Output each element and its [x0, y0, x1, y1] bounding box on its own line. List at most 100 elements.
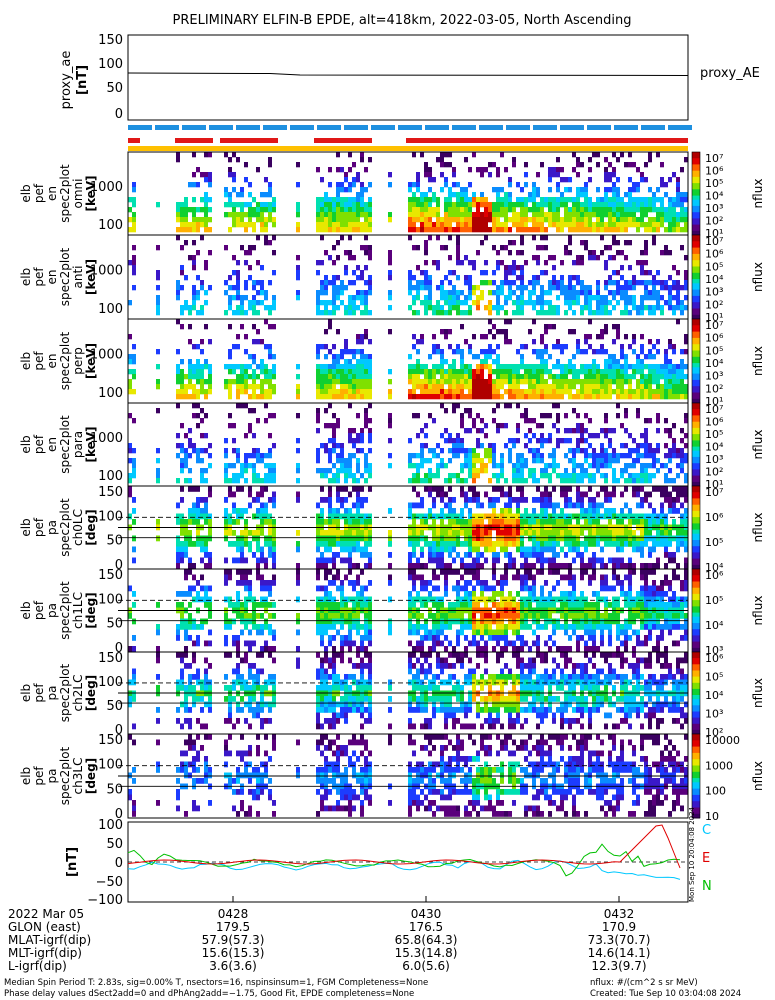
colorbar-tick: 10⁷ [705, 486, 723, 499]
energy-ytick: 1000 [90, 263, 123, 278]
colorbar-tick: 10000 [705, 734, 740, 747]
panel-ylabel-line: omni [71, 179, 85, 209]
field-ytick-0: 100 [98, 818, 123, 833]
colorbar-tick: 10⁶ [705, 652, 724, 665]
energy-ytick: 100 [98, 302, 123, 317]
panel-ylabel-line: pef [32, 517, 46, 537]
pitch-ytick: 0 [115, 558, 123, 573]
side-stamp: Mon Sep 10 20:04:08 2024 [688, 806, 696, 902]
indicator-red-segment [314, 138, 372, 143]
footer-line2-left: Phase delay values dSect2add=0 and dPhAn… [4, 989, 414, 999]
proxy-ae-ylabel-1: [nT] [75, 65, 90, 95]
panel-ylabel-line: spec2plot [58, 415, 72, 474]
energy-ytick: 100 [98, 218, 123, 233]
colorbar-label: nflux [751, 678, 765, 708]
panel-ylabel-line: [deg] [84, 592, 98, 628]
panel-ylabel-line: [deg] [84, 675, 98, 711]
colorbar-tick: 10² [705, 215, 723, 228]
colorbar-tick: 10² [705, 382, 723, 395]
colorbar-tick: 10³ [705, 286, 723, 299]
orbit-value: 15.6(15.3) [202, 946, 265, 960]
indicator-blue-segment [182, 125, 206, 130]
pitch-ytick: 0 [115, 807, 123, 822]
field-ytick-1: 50 [106, 837, 123, 852]
indicator-blue-segment [614, 125, 638, 130]
orbit-value: 15.3(14.8) [395, 946, 458, 960]
pitch-ytick: 150 [98, 651, 123, 666]
panel-ylabel-line: pef [32, 683, 46, 703]
panel-ylabel-line: spec2plot [58, 164, 72, 223]
panel-ylabel-line: spec2plot [58, 331, 72, 390]
indicator-blue-segment [155, 125, 179, 130]
indicator-blue-segment [506, 125, 530, 130]
panel-ylabel-line: spec2plot [58, 581, 72, 640]
panel-ylabel-line: pef [32, 600, 46, 620]
orbit-value: 73.3(70.7) [588, 933, 651, 947]
pitch-ytick: 0 [115, 723, 123, 738]
panel-ylabel-line: pef [32, 434, 46, 454]
panel-ylabel-line: en [45, 186, 59, 201]
colorbar-label: nflux [751, 513, 765, 543]
proxy-ae-ylabel-0: proxy_ae [59, 51, 74, 110]
indicator-blue-segment [668, 125, 692, 130]
colorbar-label: nflux [751, 346, 765, 376]
panel-ylabel-line: pef [32, 267, 46, 287]
panel-ylabel-line: pef [32, 766, 46, 786]
colorbar-tick: 10⁵ [705, 536, 723, 549]
colorbar-tick: 10¹ [705, 478, 723, 491]
orbit-value: 65.8(64.3) [395, 933, 458, 947]
pitch-ytick: 100 [98, 592, 123, 607]
indicator-blue-segment [236, 125, 260, 130]
panel-ylabel-line: en [45, 437, 59, 452]
orbit-value: 12.3(9.7) [591, 959, 646, 973]
colorbar-label: nflux [751, 430, 765, 460]
panel-ylabel-line: en [45, 270, 59, 285]
colorbar-tick: 10² [705, 726, 723, 739]
field-legend-n: N [702, 879, 712, 894]
proxy-ae-ytick-2: 50 [106, 81, 123, 96]
panel-ylabel-line: pa [45, 603, 59, 618]
panel-ylabel-line: ch2LC [71, 675, 85, 712]
panel-ylabel-line: spec2plot [58, 746, 72, 805]
indicator-blue-segment [587, 125, 611, 130]
field-c-trace [127, 859, 681, 880]
field-e-trace [127, 824, 681, 869]
colorbar-tick: 10³ [705, 453, 723, 466]
colorbar-label: nflux [751, 262, 765, 292]
energy-ytick: 1000 [90, 347, 123, 362]
colorbar-tick: 10³ [705, 202, 723, 215]
pitch-ytick: 0 [115, 641, 123, 656]
field-ylabel: [nT] [65, 847, 80, 877]
colorbar-tick: 10⁵ [705, 594, 723, 607]
orbit-value: 179.5 [216, 920, 250, 934]
orbit-row-label-3: L-igrf(dip) [8, 959, 67, 973]
indicator-blue-segment [479, 125, 503, 130]
pitch-ytick: 50 [106, 782, 123, 797]
field-ytick-3: −50 [96, 875, 123, 890]
indicator-blue-segment [560, 125, 584, 130]
indicator-blue-segment [209, 125, 233, 130]
colorbar-tick: 100 [705, 785, 726, 798]
panel-ylabel-line: elb [19, 601, 33, 619]
colorbar-tick: 10⁷ [705, 235, 723, 248]
panel-ylabel-line: elb [19, 352, 33, 370]
panel-ylabel-line: ch0LC [71, 509, 85, 546]
orbit-value: 14.6(14.1) [588, 946, 651, 960]
pitch-panel-7: 150 100 50 0 elb pef pa spec2plot ch3LC [deg] 1000… [19, 733, 765, 823]
colorbar-tick: 10⁶ [705, 165, 724, 178]
orbit-date: 2022 Mar 05 [8, 907, 84, 921]
colorbar-tick: 10⁵ [705, 177, 723, 190]
colorbar-tick: 10⁵ [705, 428, 723, 441]
panel-ylabel-line: pef [32, 351, 46, 371]
proxy-ae-line [127, 72, 689, 76]
colorbar-tick: 10³ [705, 644, 723, 657]
colorbar-tick: 10 [705, 810, 719, 823]
panel-ylabel-line: [keV] [84, 259, 98, 295]
energy-ytick: 100 [98, 386, 123, 401]
field-panel: 100 50 0 −50 −100 [nT] C E N Mon Sep 10 … [65, 806, 712, 908]
indicator-red-segment [220, 138, 278, 143]
panel-ylabel-line: [keV] [84, 426, 98, 462]
